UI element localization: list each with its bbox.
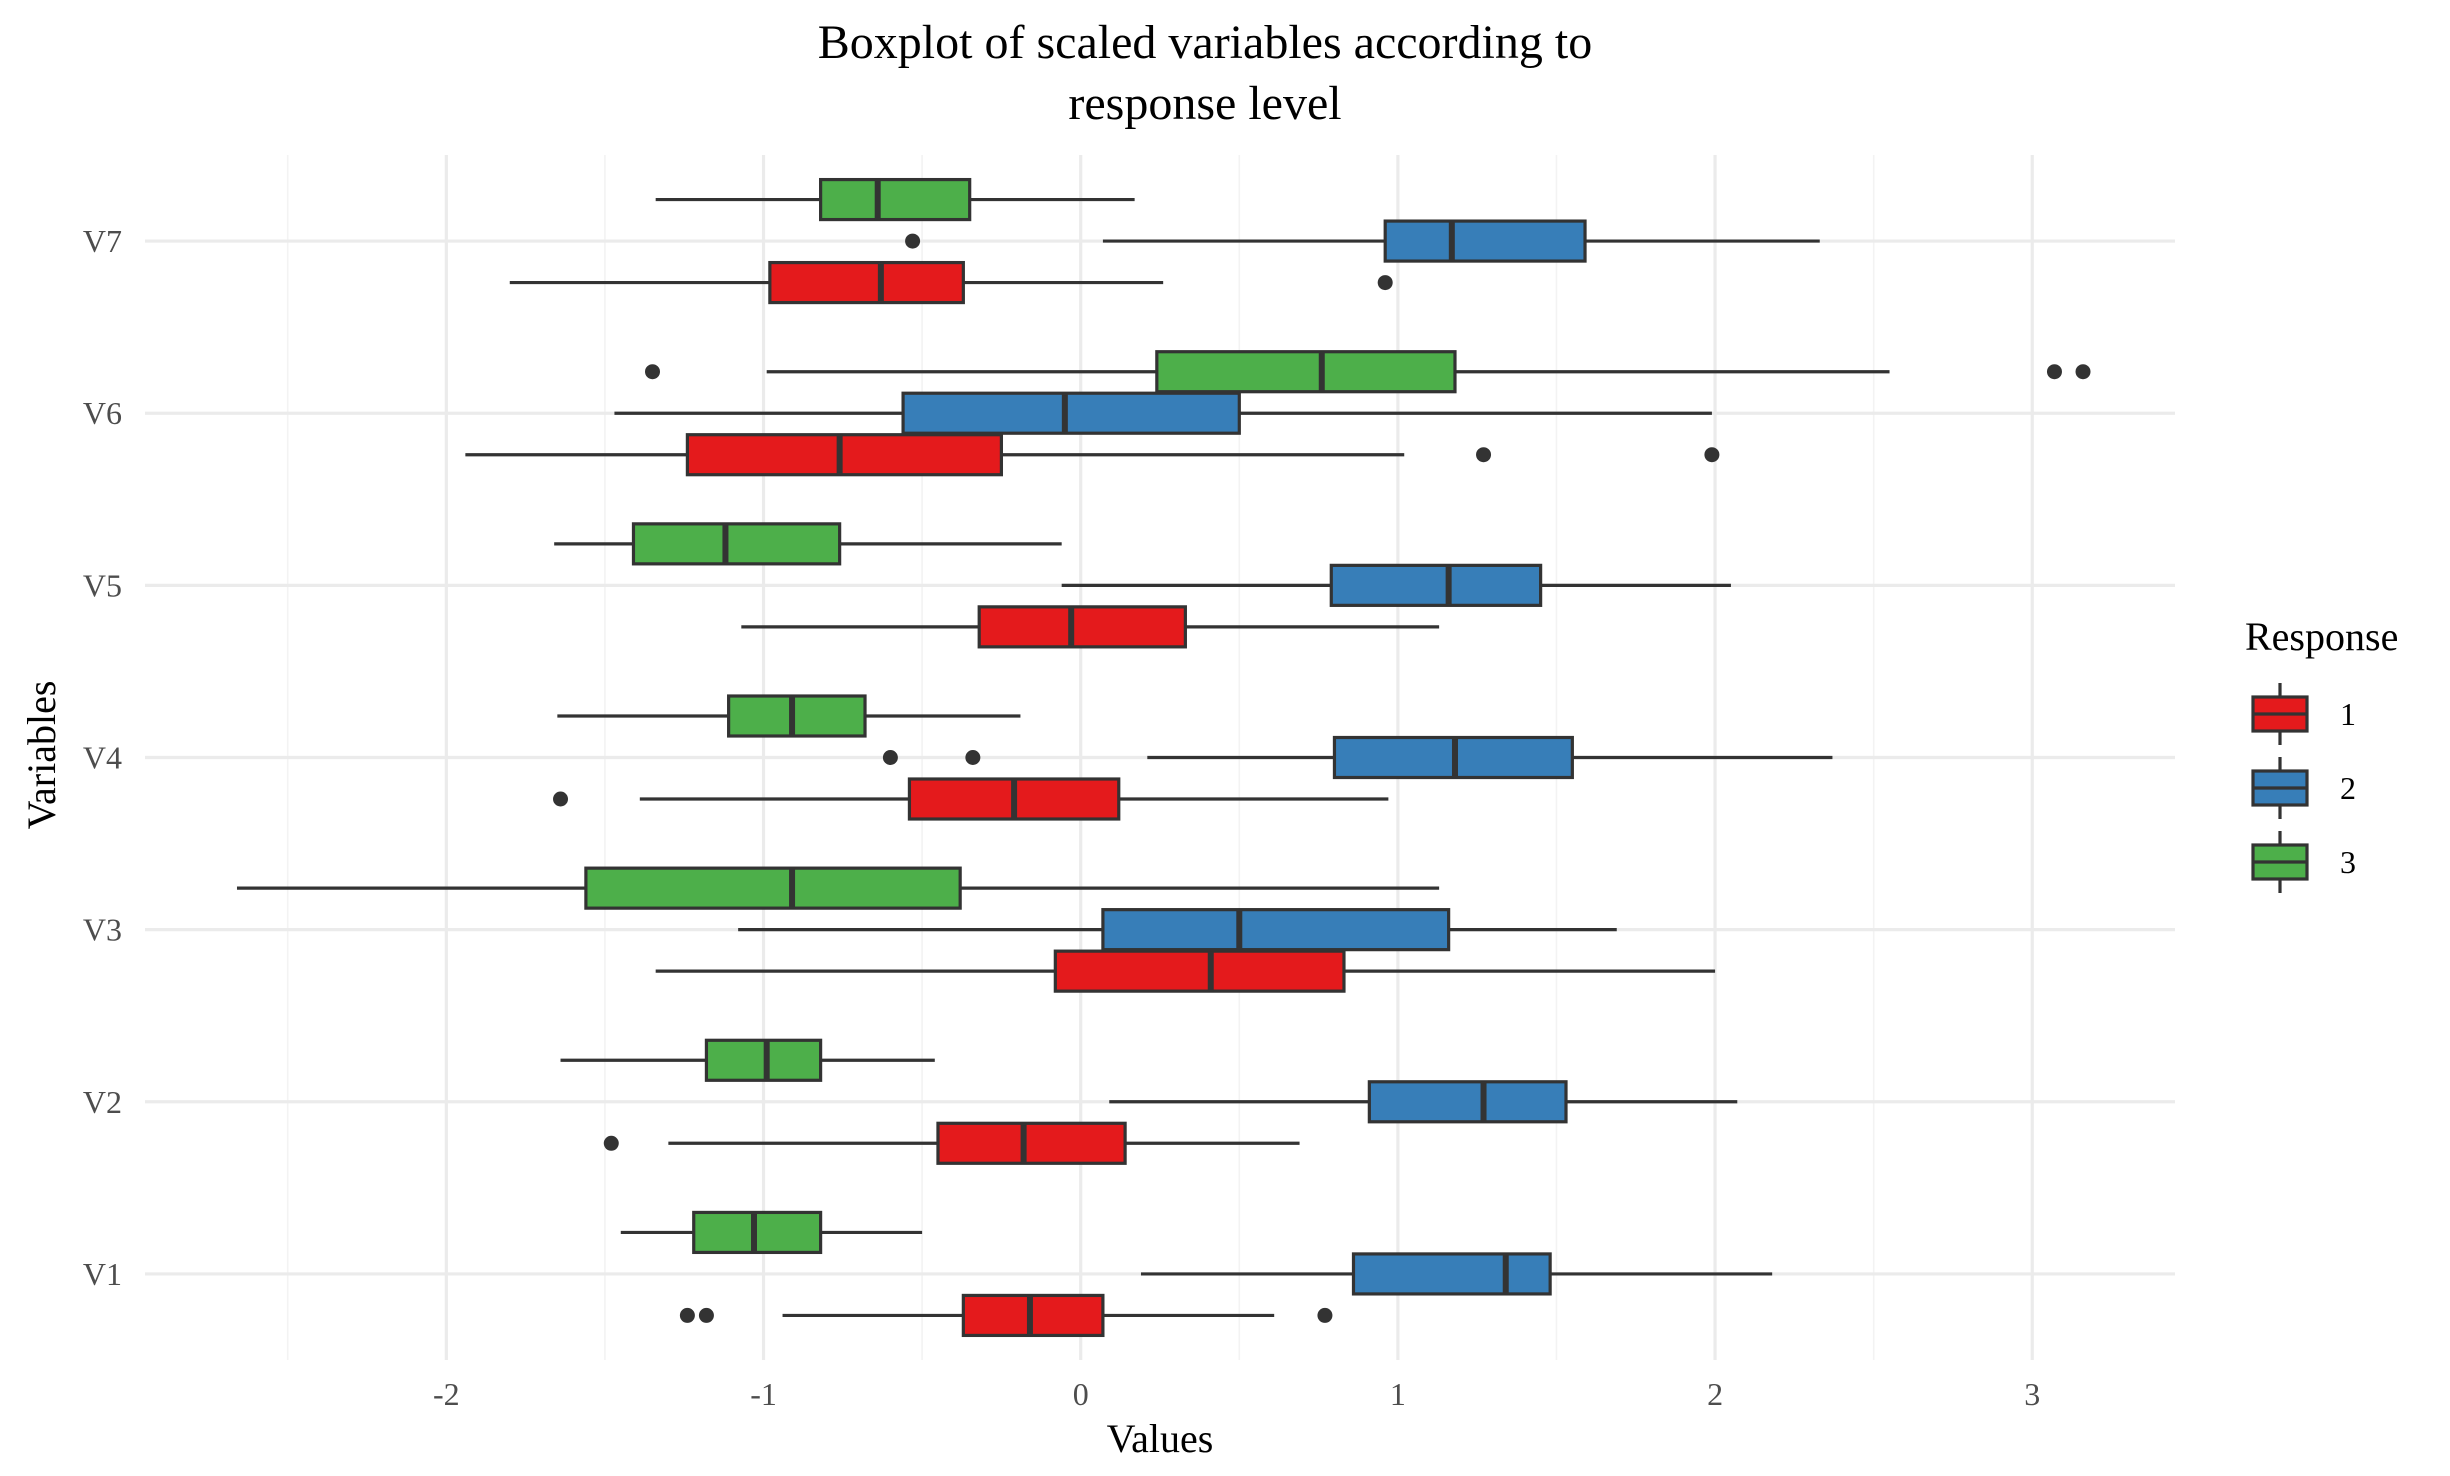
iqr-box [901, 391, 1241, 435]
box-V7-response-2 [905, 219, 1820, 263]
outlier-point [2046, 364, 2062, 380]
x-tick-label: 1 [1390, 1376, 1406, 1412]
x-axis-title: Values [1107, 1416, 1214, 1461]
box-V4-response-2 [882, 735, 1833, 780]
box-V2-response-1 [603, 1121, 1300, 1165]
x-tick-label: 3 [2024, 1376, 2040, 1412]
y-tick-label: V2 [83, 1084, 122, 1120]
outlier-point [905, 233, 921, 249]
y-axis-ticks: V1 V2 V3 V4 V5 V6 V7 [83, 223, 122, 1292]
iqr-box [685, 433, 1004, 477]
box-V4-response-3 [557, 694, 1021, 738]
box-V2-response-3 [560, 1038, 935, 1082]
x-tick-label: -1 [750, 1376, 777, 1412]
outlier-point [2075, 364, 2091, 380]
iqr-box [961, 1293, 1105, 1338]
outlier-point [553, 791, 569, 807]
outlier-point [645, 364, 660, 380]
legend-title: Response [2245, 614, 2398, 659]
x-tick-label: 2 [1707, 1376, 1723, 1412]
box-V1-response-2 [1140, 1252, 1773, 1296]
box-V6-response-2 [614, 391, 1712, 435]
box-V6-response-3 [645, 350, 2091, 394]
iqr-box [768, 260, 965, 305]
outlier-point [965, 750, 981, 765]
chart-title-line-2: response level [1068, 77, 1341, 130]
iqr-box [977, 605, 1187, 649]
boxplot-series [236, 177, 2091, 1338]
x-axis-ticks: -2 -1 0 1 2 3 [433, 1376, 2040, 1412]
x-tick-label: -2 [433, 1376, 460, 1412]
outlier-point [1317, 1307, 1333, 1323]
iqr-box [704, 1038, 823, 1082]
box-V2-response-2 [1109, 1080, 1738, 1124]
box-V6-response-1 [465, 433, 1720, 477]
outlier-point [679, 1307, 695, 1323]
box-V3-response-2 [738, 908, 1617, 952]
iqr-box [1383, 219, 1587, 263]
outlier-point [1476, 447, 1492, 463]
box-V7-response-3 [655, 177, 1135, 222]
iqr-box [1351, 1252, 1552, 1296]
iqr-box [1367, 1080, 1568, 1124]
iqr-box [727, 694, 867, 738]
box-V5-response-1 [741, 605, 1440, 649]
box-V4-response-1 [553, 777, 1389, 821]
y-axis-title: Variables [19, 681, 64, 830]
box-V7-response-1 [509, 260, 1393, 305]
legend-item-response-2: 2 [2251, 757, 2356, 819]
legend-label: 1 [2340, 696, 2356, 732]
y-tick-label: V3 [83, 912, 122, 948]
box-V3-response-1 [655, 949, 1716, 993]
y-tick-label: V4 [83, 740, 122, 776]
iqr-box [692, 1210, 823, 1255]
box-V1-response-1 [679, 1293, 1333, 1338]
iqr-box [631, 522, 842, 566]
y-tick-label: V7 [83, 223, 122, 259]
legend-keys: 1 2 3 [2251, 683, 2356, 893]
chart-title-line-1: Boxplot of scaled variables according to [818, 16, 1592, 69]
box-V1-response-3 [620, 1210, 923, 1255]
box-V5-response-3 [554, 522, 1062, 566]
legend-label: 2 [2340, 770, 2356, 806]
y-tick-label: V6 [83, 395, 122, 431]
legend-label: 3 [2340, 844, 2356, 880]
iqr-box [1101, 908, 1451, 952]
box-V3-response-3 [236, 866, 1440, 910]
outlier-point [1704, 447, 1720, 463]
y-tick-label: V1 [83, 1256, 122, 1292]
iqr-box [819, 177, 972, 222]
legend: Response 1 2 3 [2245, 614, 2398, 893]
iqr-box [1329, 563, 1543, 607]
outlier-point [1377, 275, 1393, 291]
outlier-point [882, 750, 898, 765]
iqr-box [584, 866, 962, 910]
iqr-box [1053, 949, 1346, 993]
box-V5-response-2 [1061, 563, 1731, 607]
iqr-box [1155, 350, 1457, 394]
y-tick-label: V5 [83, 567, 122, 603]
legend-item-response-3: 3 [2251, 831, 2356, 893]
x-tick-label: 0 [1073, 1376, 1089, 1412]
outlier-point [698, 1307, 714, 1323]
iqr-box [936, 1121, 1127, 1165]
legend-item-response-1: 1 [2251, 683, 2356, 745]
outlier-point [603, 1135, 619, 1151]
